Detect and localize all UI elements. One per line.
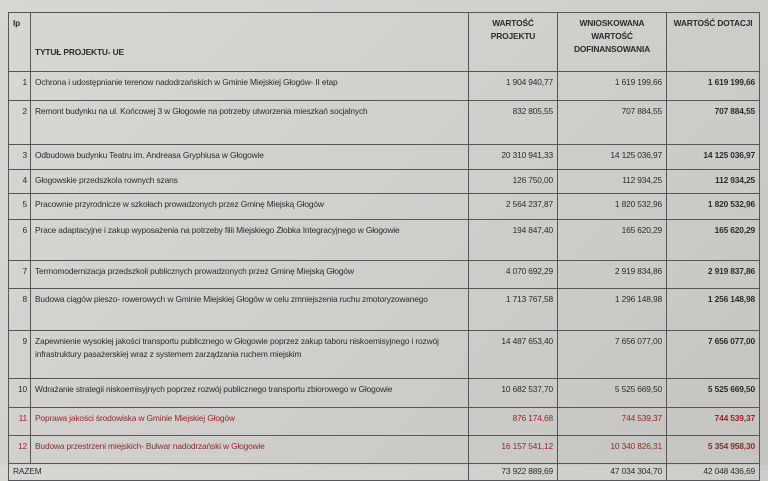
table-row: 12 Budowa przestrzeni miejskich- Bulwar n…	[8, 435, 760, 464]
row-value: 194 847,40	[468, 219, 558, 261]
row-requested: 112 934,25	[557, 169, 667, 194]
table-row: 3 Odbudowa budynku Teatru im. Andreasa Gr…	[8, 144, 760, 170]
row-requested: 1 296 148,98	[557, 288, 667, 331]
row-lp: 7	[8, 260, 31, 289]
row-requested: 7 656 077,00	[557, 330, 667, 379]
row-grant: 14 125 036,97	[666, 144, 760, 170]
table-row: 4 Głogowskie przedszkola rownych szans 126…	[8, 169, 760, 194]
total-label: RAZEM	[8, 463, 469, 481]
row-value: 4 070 692,29	[468, 260, 558, 289]
row-requested: 2 919 834,86	[557, 260, 667, 289]
row-grant: 7 656 077,00	[666, 330, 760, 379]
row-requested: 5 525 669,50	[557, 378, 667, 408]
row-grant: 707 884,55	[666, 100, 760, 145]
row-requested: 165 620,29	[557, 219, 667, 261]
table-row: 2 Remont budynku na ul. Końcowej 3 w Głog…	[8, 100, 760, 145]
table-row: 1 Ochrona i udostępnianie terenow nadodrz…	[8, 71, 760, 101]
header-title: TYTUŁ PROJEKTU- UE	[30, 12, 469, 72]
row-value: 10 682 537,70	[468, 378, 558, 408]
row-value: 832 805,55	[468, 100, 558, 145]
row-title: Budowa ciągów pieszo- rowerowych w Gmini…	[30, 288, 469, 331]
row-grant: 165 620,29	[666, 219, 760, 261]
row-title: Prace adaptacyjne i zakup wyposażenia na…	[30, 219, 469, 261]
row-requested: 14 125 036,97	[557, 144, 667, 170]
row-lp: 3	[8, 144, 31, 170]
row-grant: 1 619 199,66	[666, 71, 760, 101]
row-title: Budowa przestrzeni miejskich- Bulwar nad…	[30, 435, 469, 464]
header-grant: WARTOŚĆ DOTACJI	[666, 12, 760, 72]
row-lp: 9	[8, 330, 31, 379]
row-requested: 744 539,37	[557, 407, 667, 436]
row-title: Zapewnienie wysokiej jakości transportu …	[30, 330, 469, 379]
row-grant: 1 256 148,98	[666, 288, 760, 331]
row-value: 876 174,68	[468, 407, 558, 436]
total-row: RAZEM 73 922 889,69 47 034 304,70 42 048…	[8, 463, 760, 481]
row-requested: 1 619 199,66	[557, 71, 667, 101]
row-lp: 4	[8, 169, 31, 194]
row-grant: 5 525 669,50	[666, 378, 760, 408]
row-value: 14 487 653,40	[468, 330, 558, 379]
row-grant: 5 354 958,30	[666, 435, 760, 464]
table-row: 10 Wdrażanie strategii niskoemisyjnych po…	[8, 378, 760, 408]
row-value: 16 157 541,12	[468, 435, 558, 464]
row-requested: 707 884,55	[557, 100, 667, 145]
row-value: 20 310 941,33	[468, 144, 558, 170]
projects-table: lp TYTUŁ PROJEKTU- UE WARTOŚĆ PROJEKTU W…	[8, 12, 760, 481]
row-lp: 8	[8, 288, 31, 331]
total-value: 73 922 889,69	[468, 463, 558, 481]
row-grant: 744 539,37	[666, 407, 760, 436]
row-title: Remont budynku na ul. Końcowej 3 w Głogo…	[30, 100, 469, 145]
row-title: Pracownie przyrodnicze w szkołach prowad…	[30, 193, 469, 220]
table-row: 8 Budowa ciągów pieszo- rowerowych w Gmin…	[8, 288, 760, 331]
row-title: Termomodernizacja przedszkoli publicznyc…	[30, 260, 469, 289]
total-requested: 47 034 304,70	[557, 463, 667, 481]
header-value: WARTOŚĆ PROJEKTU	[468, 12, 558, 72]
table-row: 7 Termomodernizacja przedszkoli publiczny…	[8, 260, 760, 289]
row-value: 2 564 237,87	[468, 193, 558, 220]
row-title: Odbudowa budynku Teatru im. Andreasa Gry…	[30, 144, 469, 170]
row-value: 126 750,00	[468, 169, 558, 194]
table-row: 5 Pracownie przyrodnicze w szkołach prowa…	[8, 193, 760, 220]
row-value: 1 713 767,58	[468, 288, 558, 331]
row-lp: 10	[8, 378, 31, 408]
table-header: lp TYTUŁ PROJEKTU- UE WARTOŚĆ PROJEKTU W…	[8, 12, 760, 72]
row-lp: 1	[8, 71, 31, 101]
row-lp: 12	[8, 435, 31, 464]
row-grant: 112 934,25	[666, 169, 760, 194]
total-grant: 42 048 436,69	[666, 463, 760, 481]
row-title: Głogowskie przedszkola rownych szans	[30, 169, 469, 194]
row-title: Wdrażanie strategii niskoemisyjnych popr…	[30, 378, 469, 408]
row-value: 1 904 940,77	[468, 71, 558, 101]
row-title: Ochrona i udostępnianie terenow nadodrza…	[30, 71, 469, 101]
row-grant: 2 919 837,86	[666, 260, 760, 289]
table-row: 6 Prace adaptacyjne i zakup wyposażenia n…	[8, 219, 760, 261]
header-requested: WNIOSKOWANA WARTOŚĆ DOFINANSOWANIA	[557, 12, 667, 72]
row-lp: 11	[8, 407, 31, 436]
row-grant: 1 820 532,96	[666, 193, 760, 220]
header-lp: lp	[8, 12, 31, 72]
row-lp: 2	[8, 100, 31, 145]
row-requested: 10 340 826,31	[557, 435, 667, 464]
table-row: 11 Poprawa jakości środowiska w Gminie Mi…	[8, 407, 760, 436]
row-requested: 1 820 532,96	[557, 193, 667, 220]
row-lp: 6	[8, 219, 31, 261]
row-lp: 5	[8, 193, 31, 220]
row-title: Poprawa jakości środowiska w Gminie Miej…	[30, 407, 469, 436]
table-row: 9 Zapewnienie wysokiej jakości transportu…	[8, 330, 760, 379]
